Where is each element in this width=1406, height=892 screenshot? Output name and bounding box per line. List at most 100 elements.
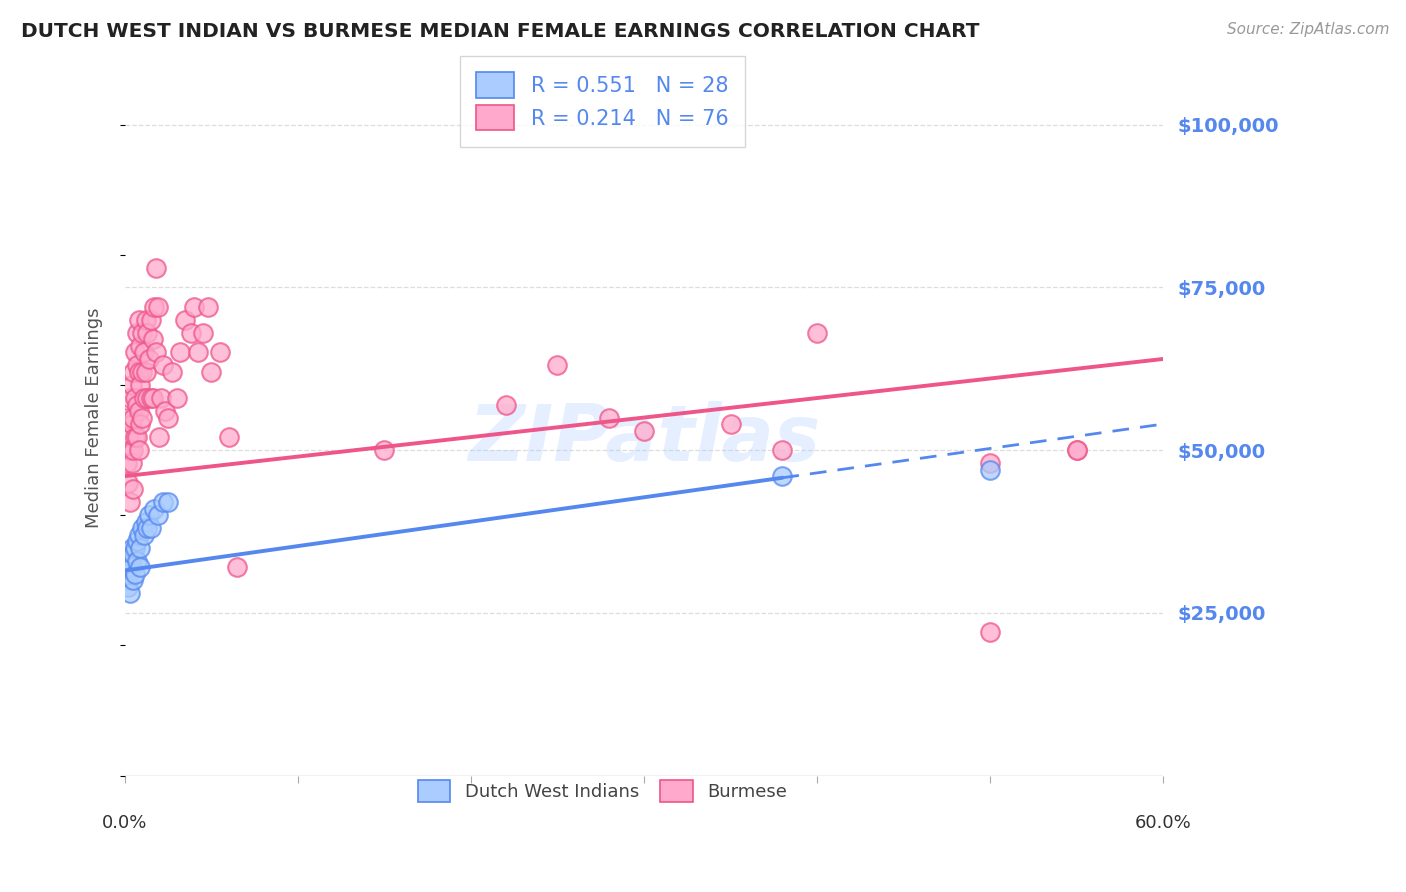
Point	[124, 345, 146, 359]
Point	[373, 443, 395, 458]
Point	[135, 515, 157, 529]
Point	[160, 365, 183, 379]
Point	[138, 508, 160, 523]
Y-axis label: Median Female Earnings: Median Female Earnings	[86, 308, 103, 528]
Point	[121, 456, 143, 470]
Point	[183, 300, 205, 314]
Point	[128, 404, 150, 418]
Point	[131, 326, 153, 340]
Point	[135, 365, 157, 379]
Point	[118, 391, 141, 405]
Point	[186, 345, 208, 359]
Point	[122, 443, 145, 458]
Point	[145, 260, 167, 275]
Point	[125, 359, 148, 373]
Text: 60.0%: 60.0%	[1135, 814, 1191, 832]
Point	[118, 554, 141, 568]
Point	[122, 547, 145, 561]
Point	[174, 313, 197, 327]
Point	[157, 410, 180, 425]
Point	[139, 391, 162, 405]
Point	[495, 398, 517, 412]
Point	[131, 410, 153, 425]
Point	[125, 554, 148, 568]
Point	[979, 462, 1001, 476]
Point	[118, 586, 141, 600]
Point	[129, 560, 152, 574]
Point	[153, 404, 176, 418]
Point	[806, 326, 828, 340]
Point	[117, 574, 139, 588]
Point	[145, 345, 167, 359]
Point	[139, 521, 162, 535]
Point	[143, 300, 166, 314]
Point	[124, 566, 146, 581]
Point	[166, 391, 188, 405]
Point	[118, 443, 141, 458]
Point	[122, 410, 145, 425]
Point	[118, 495, 141, 509]
Point	[135, 313, 157, 327]
Point	[139, 313, 162, 327]
Point	[136, 521, 159, 535]
Point	[122, 365, 145, 379]
Point	[121, 378, 143, 392]
Point	[136, 391, 159, 405]
Point	[598, 410, 620, 425]
Point	[131, 365, 153, 379]
Point	[122, 482, 145, 496]
Point	[115, 410, 138, 425]
Point	[979, 625, 1001, 640]
Point	[128, 365, 150, 379]
Point	[125, 430, 148, 444]
Point	[121, 541, 143, 555]
Point	[129, 541, 152, 555]
Point	[148, 430, 170, 444]
Point	[152, 359, 174, 373]
Point	[143, 501, 166, 516]
Point	[132, 391, 155, 405]
Point	[129, 339, 152, 353]
Legend: Dutch West Indians, Burmese: Dutch West Indians, Burmese	[406, 769, 799, 813]
Point	[1066, 443, 1088, 458]
Point	[129, 378, 152, 392]
Text: ZIPatlas: ZIPatlas	[468, 401, 820, 477]
Point	[197, 300, 219, 314]
Point	[125, 534, 148, 549]
Text: Source: ZipAtlas.com: Source: ZipAtlas.com	[1226, 22, 1389, 37]
Point	[546, 359, 568, 373]
Point	[191, 326, 214, 340]
Point	[131, 521, 153, 535]
Point	[138, 351, 160, 366]
Point	[208, 345, 231, 359]
Point	[117, 430, 139, 444]
Point	[125, 398, 148, 412]
Text: 0.0%: 0.0%	[103, 814, 148, 832]
Point	[141, 391, 163, 405]
Point	[218, 430, 240, 444]
Point	[132, 527, 155, 541]
Point	[146, 300, 169, 314]
Point	[157, 495, 180, 509]
Point	[200, 365, 222, 379]
Point	[136, 326, 159, 340]
Point	[169, 345, 191, 359]
Point	[124, 541, 146, 555]
Point	[121, 560, 143, 574]
Point	[117, 580, 139, 594]
Point	[115, 566, 138, 581]
Point	[124, 391, 146, 405]
Point	[770, 469, 793, 483]
Point	[129, 417, 152, 431]
Point	[128, 313, 150, 327]
Point	[128, 443, 150, 458]
Point	[125, 326, 148, 340]
Point	[979, 456, 1001, 470]
Point	[633, 424, 655, 438]
Point	[180, 326, 202, 340]
Point	[770, 443, 793, 458]
Text: DUTCH WEST INDIAN VS BURMESE MEDIAN FEMALE EARNINGS CORRELATION CHART: DUTCH WEST INDIAN VS BURMESE MEDIAN FEMA…	[21, 22, 980, 41]
Point	[150, 391, 173, 405]
Point	[122, 574, 145, 588]
Point	[115, 456, 138, 470]
